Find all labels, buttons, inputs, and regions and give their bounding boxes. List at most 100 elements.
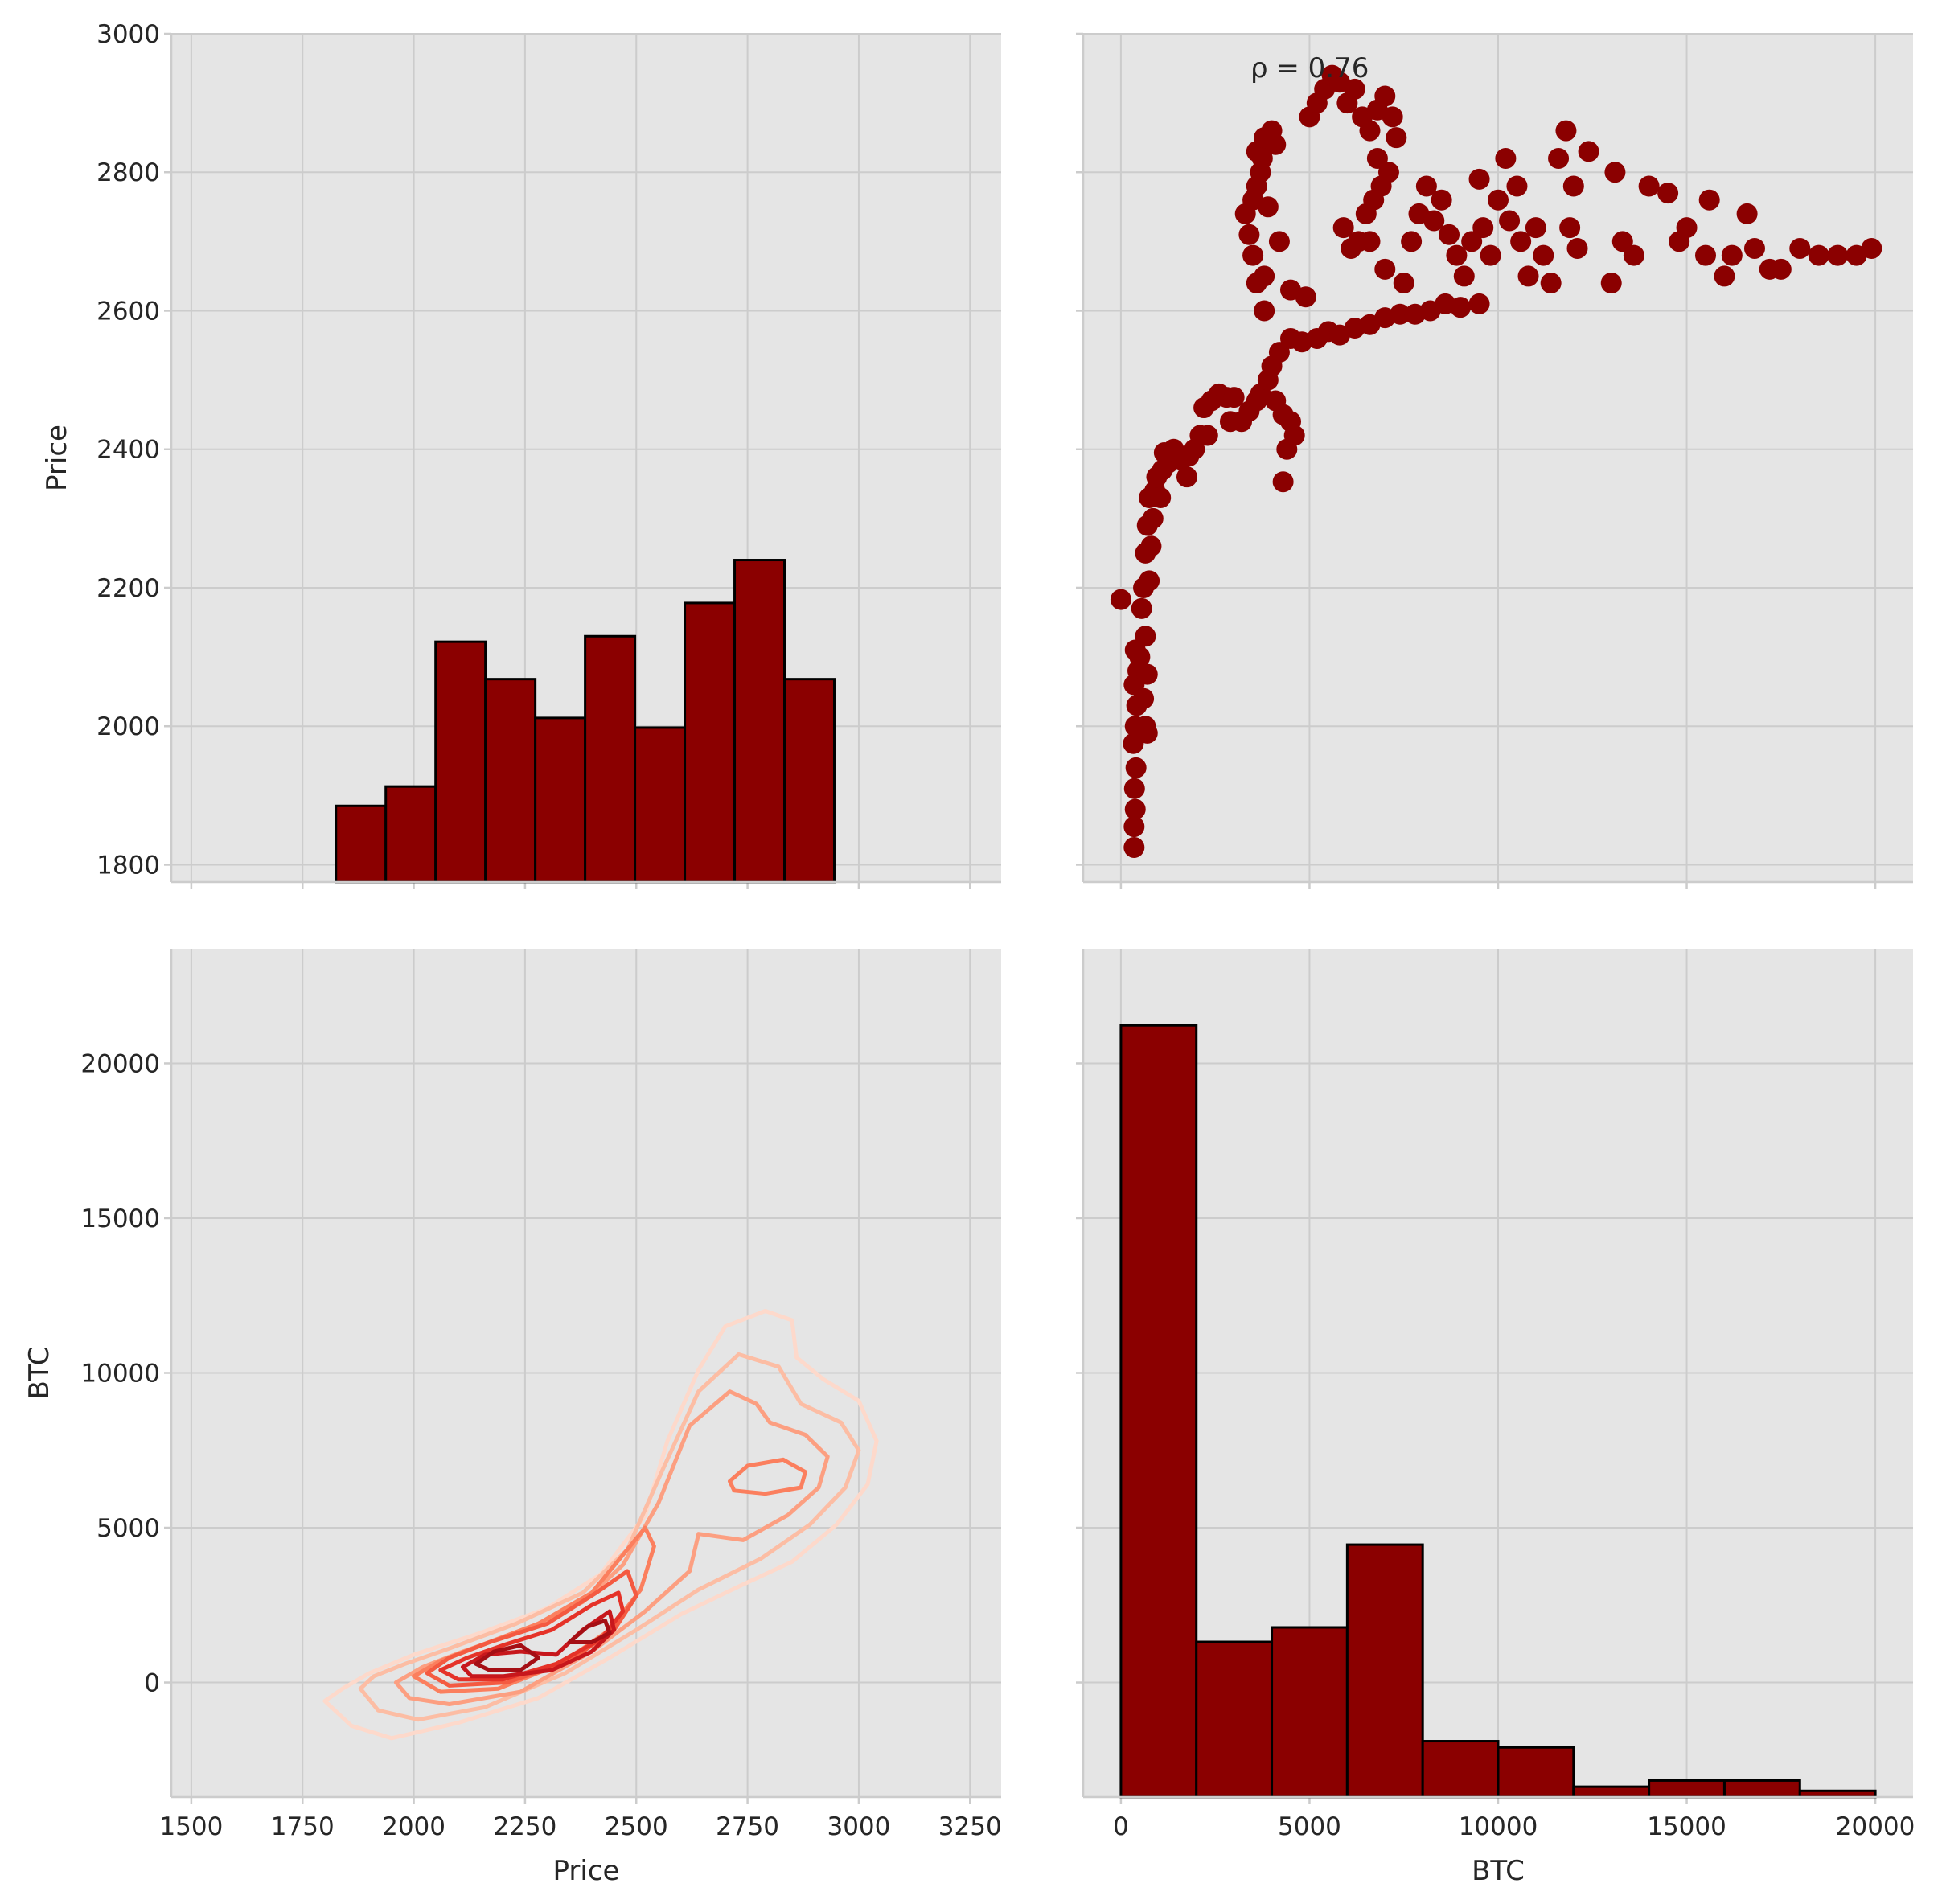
scatter-point (1562, 175, 1584, 197)
scatter-point (1698, 189, 1720, 211)
scatter-point (1611, 231, 1633, 252)
btc-x-axis-label: BTC (1472, 1855, 1525, 1887)
scatter-point (1110, 589, 1131, 610)
scatter-point (1238, 224, 1260, 245)
scatter-point (1223, 387, 1245, 408)
tl-y-tick-label: 2400 (96, 436, 160, 465)
price-histogram-bar (434, 640, 487, 884)
scatter-point (1446, 244, 1468, 266)
scatter-point (1808, 244, 1829, 266)
scatter-point (1450, 297, 1472, 318)
btc-histogram-bar (1572, 1785, 1651, 1799)
tl-y-tick-label: 2000 (96, 712, 160, 741)
scatter-point (1533, 244, 1554, 266)
br-x-tick-label: 5000 (1278, 1812, 1341, 1841)
scatter-point (1525, 217, 1546, 239)
scatter-point (1431, 189, 1452, 211)
scatter-point (1197, 425, 1218, 446)
scatter-point (1135, 626, 1156, 647)
scatter-point (1150, 487, 1172, 509)
scatter-point (1265, 133, 1287, 155)
scatter-point (1623, 244, 1644, 266)
bl-x-tick-label: 2000 (382, 1812, 445, 1841)
scatter-point (1604, 162, 1626, 183)
price-histogram-bar (484, 678, 537, 884)
scatter-point (1559, 217, 1581, 239)
scatter-point (1242, 244, 1264, 266)
scatter-point (1393, 273, 1414, 294)
btc-histogram-bar (1497, 1746, 1575, 1799)
scatter-point (1374, 85, 1396, 107)
scatter-point (1401, 231, 1423, 252)
scatter-point (1415, 175, 1437, 197)
scatter-point (1272, 471, 1294, 493)
scatter-point (1517, 265, 1539, 287)
scatter-point (1176, 466, 1197, 488)
scatter-point (1861, 237, 1882, 259)
price-histogram-bar (733, 559, 786, 884)
scatter-point (1453, 265, 1475, 287)
br-x-tick-label: 15000 (1647, 1812, 1726, 1841)
scatter-point (1341, 237, 1362, 259)
btc-histogram-bar (1195, 1640, 1274, 1799)
scatter-point (1461, 231, 1483, 252)
scatter-point (1254, 300, 1275, 322)
btc-histogram-bar (1722, 1779, 1801, 1799)
price-histogram-bar (783, 678, 836, 884)
scatter-point (1123, 778, 1145, 799)
bl-x-tick-label: 2750 (716, 1812, 779, 1841)
scatter-point (1472, 217, 1494, 239)
btc-histogram-bar (1345, 1543, 1424, 1799)
scatter-point (1555, 120, 1577, 142)
scatter-point (1283, 425, 1305, 446)
btc-vs-price-scatter-panel: ρ = 0.76 (1076, 32, 1913, 889)
br-x-tick-label: 20000 (1836, 1812, 1915, 1841)
scatter-point (1638, 175, 1660, 197)
price-histogram-bar (335, 804, 388, 884)
price-y-axis-label: Price (41, 425, 73, 491)
scatter-point (1714, 265, 1735, 287)
btc-histogram-bar (1119, 1024, 1198, 1799)
br-x-tick-label: 0 (1113, 1812, 1129, 1841)
br-x-tick-label: 10000 (1459, 1812, 1538, 1841)
scatter-point (1480, 244, 1501, 266)
scatter-point (1578, 141, 1599, 162)
scatter-point (1268, 231, 1290, 252)
scatter-point (1676, 217, 1698, 239)
scatter-point (1743, 237, 1765, 259)
scatter-point (1827, 244, 1849, 266)
btc-histogram-bar (1271, 1626, 1349, 1799)
scatter-point (1139, 570, 1160, 592)
scatter-point (1136, 663, 1158, 685)
price-histogram-bar (534, 716, 587, 884)
btc-histogram-bar (1421, 1740, 1500, 1799)
kde-contour-line (358, 1352, 861, 1722)
price-histogram-bar (384, 785, 437, 884)
scatter-point (1721, 244, 1743, 266)
scatter-point (1257, 196, 1279, 218)
scatter-point (1124, 798, 1146, 820)
scatter-point (1488, 189, 1509, 211)
scatter-point (1382, 106, 1403, 128)
bl-y-tick-label: 0 (144, 1669, 160, 1698)
bl-y-tick-label: 20000 (80, 1049, 160, 1078)
scatter-point (1600, 273, 1622, 294)
scatter-point (1268, 342, 1290, 363)
scatter-point (1657, 183, 1679, 204)
price-histogram-bar (684, 601, 737, 884)
scatter-point (1386, 127, 1407, 149)
scatter-point (1133, 687, 1155, 709)
bl-x-tick-label: 2250 (493, 1812, 556, 1841)
scatter-point (1770, 258, 1792, 280)
tl-y-tick-label: 1800 (96, 851, 160, 880)
scatter-point (1366, 148, 1388, 170)
scatter-point (1254, 265, 1275, 287)
scatter-point (1548, 148, 1570, 170)
tl-y-tick-label: 2600 (96, 297, 160, 326)
scatter-point (1344, 78, 1365, 100)
scatter-point (1374, 258, 1396, 280)
scatter-point (1123, 816, 1145, 838)
kde-contour-line (567, 1619, 612, 1644)
bl-y-tick-label: 15000 (80, 1204, 160, 1233)
